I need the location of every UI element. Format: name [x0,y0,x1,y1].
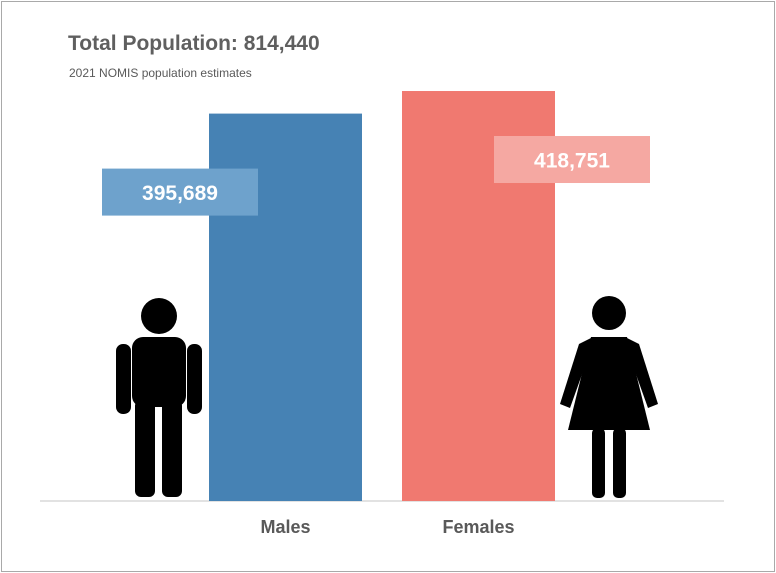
labels-layer: Males 395,689 Females 418,751 [102,136,650,537]
category-label-males: Males [260,517,310,537]
value-label-females: 418,751 [534,150,610,173]
value-label-box-females [494,136,650,184]
value-label-box-males [102,168,258,216]
chart-subtitle: 2021 NOMIS population estimates [69,66,252,80]
chart-title: Total Population: 814,440 [68,32,320,55]
category-label-females: Females [442,517,514,537]
male-figure-icon [116,298,202,497]
value-label-males: 395,689 [142,182,218,205]
female-figure-icon [560,296,658,498]
